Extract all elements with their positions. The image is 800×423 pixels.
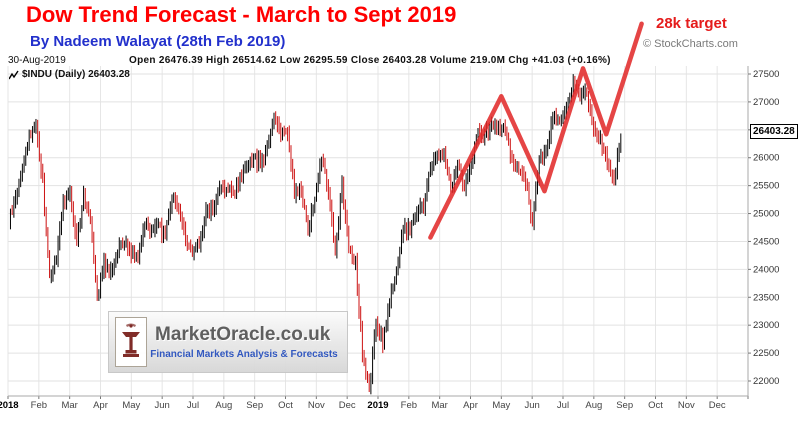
target-annotation: 28k target (656, 15, 727, 32)
symbol-label-row: $INDU (Daily) 26403.28 (9, 69, 130, 80)
x-axis-month-label: Aug (585, 400, 602, 411)
fountain-logo-icon (115, 317, 147, 367)
y-axis-tick-label: 26000 (753, 153, 779, 164)
y-axis-tick-label: 24500 (753, 236, 779, 247)
x-axis-month-label: 2019 (367, 400, 388, 411)
x-axis-month-label: Mar (61, 400, 77, 411)
y-axis-tick-label: 23000 (753, 320, 779, 331)
y-axis-tick-label: 27500 (753, 69, 779, 80)
y-axis-tick-label: 22500 (753, 348, 779, 359)
quote-date: 30-Aug-2019 (8, 55, 66, 66)
x-axis-month-label: Nov (308, 400, 325, 411)
x-axis-month-label: Oct (648, 400, 663, 411)
x-axis-month-label: May (492, 400, 510, 411)
x-axis-month-label: May (122, 400, 140, 411)
x-axis-month-label: Sep (246, 400, 263, 411)
mini-chart-icon (9, 70, 19, 80)
chart-byline: By Nadeem Walayat (28th Feb 2019) (30, 33, 286, 50)
y-axis-tick-label: 23500 (753, 292, 779, 303)
watermark-text: MarketOracle.co.uk Financial Markets Ana… (147, 324, 341, 360)
ohlc-summary: Open 26476.39 High 26514.62 Low 26295.59… (129, 55, 611, 66)
last-price-tag: 26403.28 (750, 124, 798, 139)
y-axis-tick-label: 25000 (753, 209, 779, 220)
marketoracle-title: MarketOracle.co.uk (155, 324, 331, 345)
y-axis-tick-label: 24000 (753, 264, 779, 275)
x-axis-month-label: Feb (401, 400, 417, 411)
x-axis-month-label: Mar (431, 400, 447, 411)
x-axis-month-label: Dec (709, 400, 726, 411)
x-axis-month-label: Aug (215, 400, 232, 411)
chart-title: Dow Trend Forecast - March to Sept 2019 (26, 2, 457, 27)
symbol-label: $INDU (Daily) 26403.28 (22, 69, 130, 80)
x-axis-month-label: Oct (278, 400, 293, 411)
x-axis-month-label: Jul (557, 400, 569, 411)
y-axis-tick-label: 22000 (753, 376, 779, 387)
y-axis-tick-label: 25500 (753, 181, 779, 192)
x-axis-month-label: Apr (93, 400, 108, 411)
x-axis-month-label: Jun (155, 400, 170, 411)
x-axis-month-label: Apr (463, 400, 478, 411)
x-axis-month-label: Sep (616, 400, 633, 411)
y-axis-tick-label: 27000 (753, 97, 779, 108)
x-axis-month-label: Dec (339, 400, 356, 411)
stockcharts-copyright: © StockCharts.com (643, 38, 738, 50)
x-axis-month-label: Jul (187, 400, 199, 411)
x-axis-month-label: 2018 (0, 400, 19, 411)
marketoracle-tagline: Financial Markets Analysis & Forecasts (150, 349, 338, 360)
x-axis-month-label: Nov (678, 400, 695, 411)
x-axis-month-label: Feb (31, 400, 47, 411)
x-axis-month-label: Jun (525, 400, 540, 411)
marketoracle-watermark: MarketOracle.co.uk Financial Markets Ana… (108, 311, 348, 373)
